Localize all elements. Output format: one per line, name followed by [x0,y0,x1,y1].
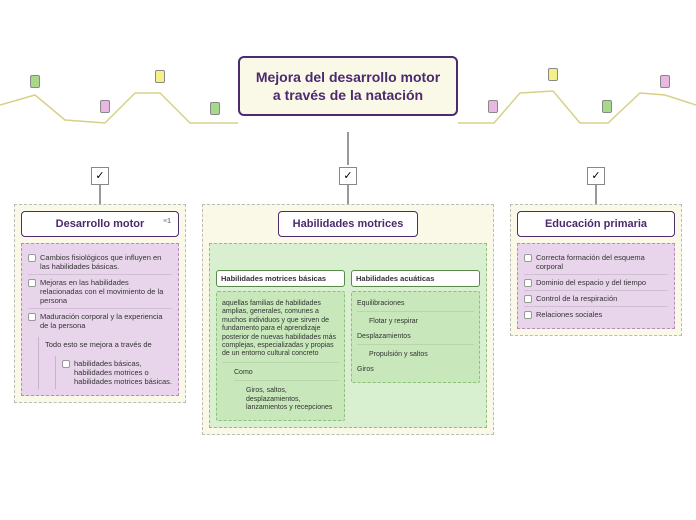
aqua-item: Equilibraciones [357,297,474,312]
item-text: Correcta formación del esquema corporal [536,253,668,271]
main-title-box: Mejora del desarrollo motor a través de … [238,56,458,116]
sub-left-body: aquellas familias de habilidades amplias… [216,291,345,421]
panel-mid: Habilidades motrices básicas aquellas fa… [209,243,487,428]
checkbox-icon [524,279,532,287]
sub-left-desc: aquellas familias de habilidades amplias… [222,297,339,363]
aqua-subitem: Propulsión y saltos [369,348,474,362]
check-left[interactable]: ✓ [91,167,109,185]
zigzag-marker [488,100,498,113]
zigzag-marker [30,75,40,88]
branch-left-title: Desarrollo motor [56,218,145,230]
check-right[interactable]: ✓ [587,167,605,185]
branch-mid-title: Habilidades motrices [293,218,404,230]
panel-right: Correcta formación del esquema corporal D… [517,243,675,329]
list-item: Dominio del espacio y del tiempo [524,275,668,291]
zigzag-marker [155,70,165,83]
checkbox-icon [28,313,36,321]
list-item: Cambios fisiológicos que influyen en las… [28,250,172,275]
branch-left-header: Desarrollo motor ≡1 [21,211,179,237]
item-text: Cambios fisiológicos que influyen en las… [40,253,172,271]
list-item: Control de la respiración [524,291,668,307]
item-text: Dominio del espacio y del tiempo [536,278,668,287]
checkbox-icon [524,295,532,303]
zigzag-marker [660,75,670,88]
checkbox-icon [524,254,532,262]
como-text: Giros, saltos, desplazamientos, lanzamie… [246,384,339,415]
item-text: Relaciones sociales [536,310,668,319]
sub-right-title: Habilidades acuáticas [351,270,480,287]
item-text: Maduración corporal y la experiencia de … [40,312,172,330]
check-mid[interactable]: ✓ [339,167,357,185]
branch-right-header: Educación primaria [517,211,675,237]
zigzag-marker [100,100,110,113]
item-text: Control de la respiración [536,294,668,303]
list-item: Mejoras en las habilidades relacionadas … [28,275,172,309]
branch-right: Educación primaria Correcta formación de… [510,204,682,336]
zigzag-marker [548,68,558,81]
checkbox-icon [28,254,36,262]
left-nested-item: habilidades básicas, habilidades motrice… [74,359,172,386]
branch-mid-header: Habilidades motrices [278,211,418,237]
aqua-subitem: Flotar y respirar [369,315,474,329]
zigzag-marker [210,102,220,115]
list-item: Maduración corporal y la experiencia de … [28,309,172,333]
aqua-item: Giros [357,363,474,377]
sub-col-right: Habilidades acuáticas Equilibraciones Flo… [351,270,480,421]
checkbox-icon [62,360,70,368]
branch-right-title: Educación primaria [545,218,647,230]
branch-mid: Habilidades motrices Habilidades motrice… [202,204,494,435]
branch-left: Desarrollo motor ≡1 Cambios fisiológicos… [14,204,186,403]
left-nested-label: Todo esto se mejora a través de [45,340,172,349]
item-text: Mejoras en las habilidades relacionadas … [40,278,172,305]
list-item: Relaciones sociales [524,307,668,322]
zigzag-marker [602,100,612,113]
checkbox-icon [524,311,532,319]
list-item: Correcta formación del esquema corporal [524,250,668,275]
checkbox-icon [28,279,36,287]
sub-col-left: Habilidades motrices básicas aquellas fa… [216,270,345,421]
como-label: Como [234,366,339,381]
panel-left: Cambios fisiológicos que influyen en las… [21,243,179,396]
sub-right-body: Equilibraciones Flotar y respirarDesplaza… [351,291,480,383]
sub-left-title: Habilidades motrices básicas [216,270,345,287]
note-icon: ≡1 [160,218,174,230]
aqua-item: Desplazamientos [357,330,474,345]
main-title: Mejora del desarrollo motor a través de … [250,68,446,104]
